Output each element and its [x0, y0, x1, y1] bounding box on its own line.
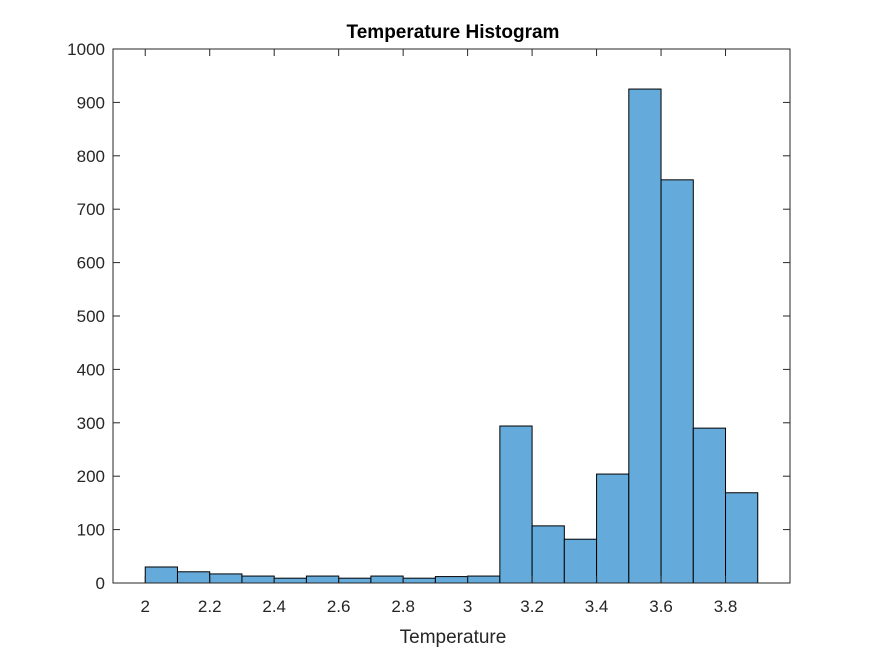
y-tick-label: 200	[77, 467, 105, 486]
histogram-bar	[563, 538, 598, 584]
y-tick-label: 600	[77, 254, 105, 273]
histogram-bar	[434, 576, 469, 584]
histogram-bar	[370, 575, 404, 584]
histogram-bar	[692, 427, 727, 584]
x-tick-label: 2	[141, 597, 150, 616]
chart-title: Temperature Histogram	[347, 22, 560, 43]
x-tick-label: 3.2	[520, 597, 544, 616]
histogram-bar	[660, 179, 694, 584]
histogram-bar	[596, 473, 630, 584]
histogram-bar	[628, 88, 662, 584]
x-tick-label: 3	[463, 597, 472, 616]
x-tick-label: 3.6	[649, 597, 673, 616]
x-tick-label: 3.4	[585, 597, 609, 616]
y-tick-label: 1000	[67, 40, 105, 59]
y-tick-label: 100	[77, 521, 105, 540]
histogram-bar	[144, 566, 178, 584]
histogram-bar	[273, 577, 307, 584]
x-axis-title: Temperature	[400, 627, 507, 648]
histogram-bar	[176, 571, 211, 584]
x-tick-label: 2.6	[327, 597, 351, 616]
y-tick-label: 400	[77, 360, 105, 379]
x-tick-label: 2.2	[198, 597, 222, 616]
y-tick-label: 0	[96, 574, 105, 593]
histogram-bar	[402, 577, 436, 584]
histogram-bar	[725, 492, 759, 584]
histogram-bar	[467, 575, 501, 584]
y-tick-label: 800	[77, 147, 105, 166]
histogram-bar	[499, 425, 533, 584]
y-tick-label: 300	[77, 414, 105, 433]
histogram-bar	[531, 525, 565, 584]
bars-group	[144, 88, 759, 584]
histogram-bar	[305, 575, 340, 584]
y-axis-ticks: 0 100 200 300 400 500 600 700 800 900 1000	[67, 40, 790, 593]
histogram-bar	[209, 573, 243, 584]
histogram-bar	[338, 577, 372, 584]
plot-frame	[112, 48, 791, 584]
histogram-bar	[241, 575, 275, 584]
x-tick-label: 2.4	[262, 597, 286, 616]
x-axis-ticks: 2 2.2 2.4 2.6 2.8 3 3.2 3.4 3.6 3.8	[141, 49, 738, 616]
y-tick-label: 700	[77, 200, 105, 219]
x-tick-label: 2.8	[391, 597, 415, 616]
y-tick-label: 900	[77, 93, 105, 112]
y-tick-label: 500	[77, 307, 105, 326]
x-tick-label: 3.8	[714, 597, 738, 616]
